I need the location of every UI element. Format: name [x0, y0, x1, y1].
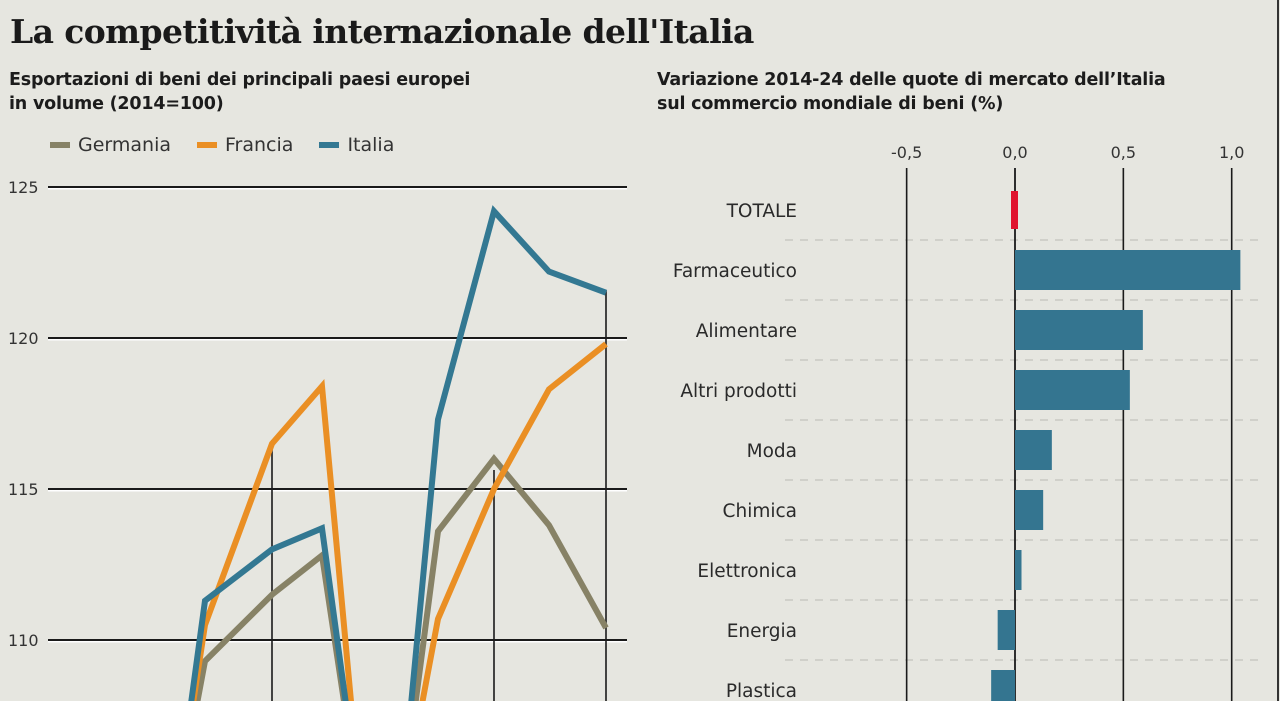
line-chart-title: Esportazioni di beni dei principali paes…	[9, 68, 609, 116]
x-tick-label: 0,0	[1002, 143, 1027, 162]
x-tick-label: 1,0	[1219, 143, 1244, 162]
line-chart-title-line-2: in volume (2014=100)	[9, 94, 224, 114]
legend-item-francia: Francia	[197, 134, 293, 156]
bar-chart-title-line-2: sul commercio mondiale di beni (%)	[657, 94, 1004, 114]
category-label: Moda	[747, 441, 797, 462]
bar-chart-x-ticks: -0,5 0,0 0,5 1,0	[891, 143, 1244, 162]
series-line-germania	[194, 453, 609, 701]
category-label: TOTALE	[726, 201, 797, 222]
bar-energia	[997, 610, 1015, 650]
legend-swatch-italia	[319, 142, 340, 148]
bar-chimica	[1015, 490, 1044, 530]
line-chart-y-ticks: 110 115 120 125	[8, 178, 39, 650]
x-tick-label: 0,5	[1111, 143, 1136, 162]
bar-chart-title: Variazione 2014-24 delle quote di mercat…	[657, 68, 1277, 116]
y-tick-label: 125	[8, 178, 39, 197]
bar-elettronica	[1015, 550, 1022, 590]
line-chart: 110 115 120 125	[8, 178, 627, 701]
line-chart-title-line-1: Esportazioni di beni dei principali paes…	[9, 70, 471, 90]
legend-swatch-germania	[50, 142, 70, 148]
category-label: Energia	[727, 621, 797, 642]
bar-farmaceutico	[1015, 250, 1241, 290]
panel-border	[1277, 0, 1279, 701]
legend-item-italia: Italia	[319, 134, 394, 156]
bar-chart-bars	[991, 191, 1241, 701]
bar-moda	[1015, 430, 1052, 470]
category-label: Chimica	[723, 501, 797, 522]
series-line-francia	[190, 341, 608, 701]
legend-item-germania: Germania	[50, 134, 171, 156]
bar-altri-prodotti	[1015, 370, 1130, 410]
bar-chart-category-labels: TOTALE Farmaceutico Alimentare Altri prodot…	[673, 201, 797, 701]
y-tick-label: 120	[8, 329, 39, 348]
line-chart-legend: Germania Francia Italia	[50, 134, 394, 156]
series-line-italia	[188, 205, 608, 701]
category-label: Elettronica	[697, 561, 797, 582]
bar-chart-row-separators	[785, 239, 1262, 661]
bar-chart-grid	[905, 168, 1233, 701]
legend-label-francia: Francia	[225, 134, 294, 156]
category-label: Farmaceutico	[673, 261, 797, 282]
line-chart-series	[188, 205, 609, 701]
legend-swatch-francia	[197, 142, 218, 148]
category-label: Alimentare	[696, 321, 797, 342]
category-label: Altri prodotti	[680, 381, 797, 402]
x-tick-label: -0,5	[891, 143, 922, 162]
bar-totale	[1011, 191, 1018, 229]
page-title: La competitività internazionale dell'Ita…	[10, 12, 754, 51]
bar-alimentare	[1015, 310, 1143, 350]
y-tick-label: 115	[8, 480, 39, 499]
legend-label-italia: Italia	[347, 134, 395, 156]
line-chart-grid	[48, 186, 627, 701]
bar-plastica	[991, 670, 1015, 701]
category-label: Plastica	[726, 681, 797, 701]
y-tick-label: 110	[8, 631, 39, 650]
bar-chart-title-line-1: Variazione 2014-24 delle quote di mercat…	[657, 70, 1166, 90]
legend-label-germania: Germania	[78, 134, 172, 156]
